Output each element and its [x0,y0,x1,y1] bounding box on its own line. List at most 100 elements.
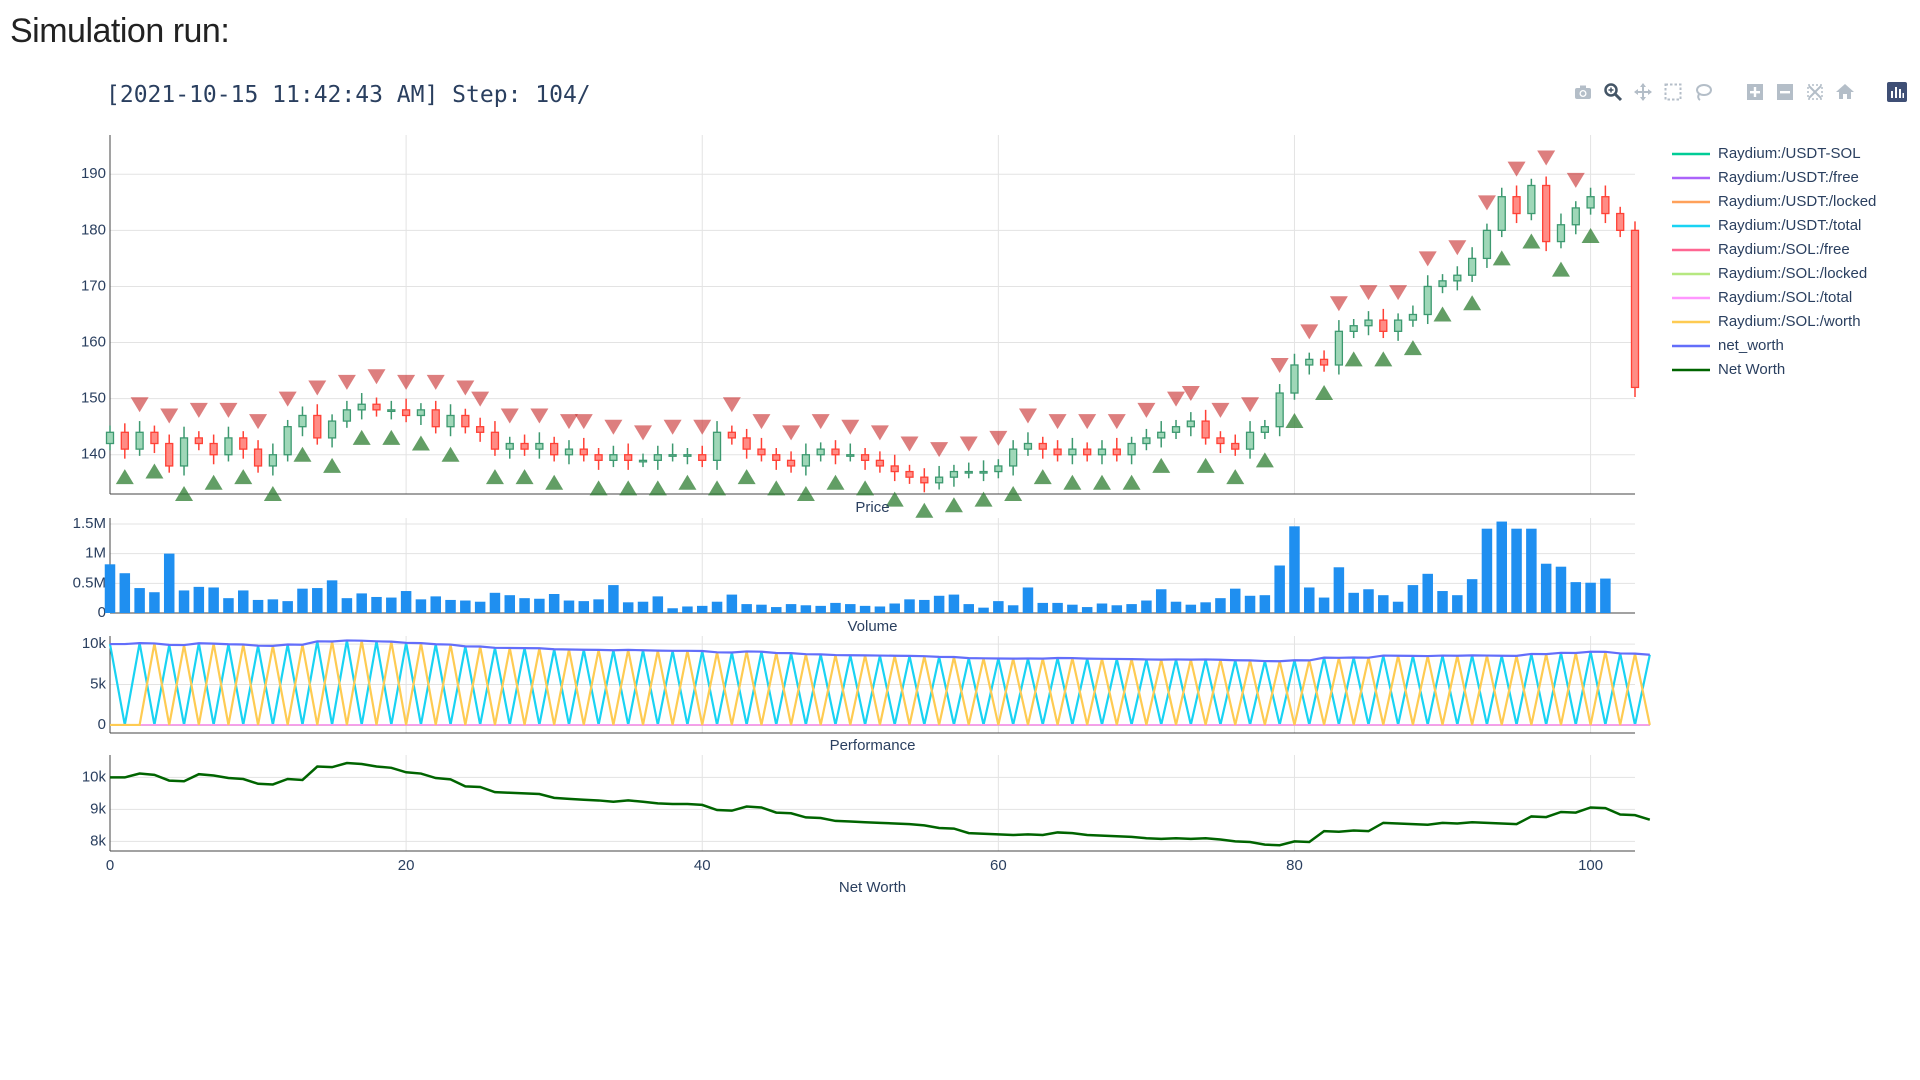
legend-item[interactable]: Raydium:/USDT:/total [1672,217,1861,234]
candle-body [253,448,263,467]
candle-body [1157,431,1166,439]
lasso-select-button[interactable] [1690,80,1716,104]
y-tick-label: 180 [81,221,106,238]
volume-bar [1363,589,1374,613]
volume-bar [1155,589,1167,613]
home-icon [1836,84,1854,99]
candle-body [1023,442,1033,450]
volume-bar [1452,595,1463,613]
sell-marker [1211,402,1230,418]
volume-bar [785,604,797,613]
legend-item[interactable]: Raydium:/USDT:/free [1672,169,1859,186]
zoom-out-button[interactable] [1772,80,1798,104]
legend-item[interactable]: Raydium:/SOL:/total [1672,289,1852,306]
volume-bar [445,599,456,613]
performance-subplot[interactable]: 0 5k 10k Performance [82,635,1651,754]
candle-body [1201,420,1210,439]
candle-body [920,476,929,484]
volume-bar [622,602,634,613]
candle-body [712,431,722,461]
buy-marker [1492,250,1511,266]
candle-body [653,454,662,461]
zoom-button[interactable] [1600,80,1626,104]
performance-line [108,640,1651,726]
volume-bar [297,588,308,613]
net-worth-subplot[interactable]: 8k 9k 10k 0 20 40 60 80 100 Net Worth [82,755,1651,896]
candle-body [224,437,233,456]
legend-item[interactable]: Net Worth [1672,361,1785,378]
candle-body [624,454,633,461]
volume-bar [1555,566,1567,613]
sell-marker [160,408,179,424]
sell-marker [337,374,356,390]
candle-body [772,454,781,461]
box-select-icon [1664,83,1682,101]
buy-marker [1403,340,1422,356]
volume-bar [430,596,441,613]
legend[interactable]: Raydium:/USDT-SOL Raydium:/USDT:/free Rayd… [1672,145,1876,378]
volume-bar [119,573,131,613]
sell-marker [397,374,416,390]
volume-bar [1378,595,1389,613]
legend-item[interactable]: net_worth [1672,337,1784,354]
camera-button[interactable] [1570,80,1596,104]
buy-marker [1285,413,1304,429]
x-tick-label: 20 [398,857,415,874]
y-axis: 0 0.5M 1M 1.5M [73,515,106,621]
sell-marker [1418,251,1437,267]
sell-marker [278,391,297,407]
sell-marker [367,369,386,385]
candle-body [1319,358,1329,366]
volume-bar [978,607,989,613]
plotly-logo-button[interactable] [1884,80,1910,104]
candle-body [194,437,203,445]
volume-bar [282,601,293,613]
legend-item[interactable]: Raydium:/SOL:/worth [1672,313,1861,330]
x-axis-title: Net Worth [839,879,906,896]
candle-body [520,442,529,450]
buy-marker [944,497,963,513]
x-axis: 0 20 40 60 80 100 [106,857,1603,874]
volume-bar [800,605,812,613]
legend-item[interactable]: Raydium:/USDT-SOL [1672,145,1861,162]
y-tick-label: 9k [90,800,106,817]
sell-marker [559,414,578,430]
volume-bar [1007,605,1019,613]
candle-body [609,454,618,461]
sell-marker [663,419,682,435]
legend-item[interactable]: Raydium:/SOL:/free [1672,241,1850,258]
volume-bar [1333,567,1345,613]
volume-bar [1200,602,1211,613]
volume-bar [1081,607,1093,613]
sell-marker [870,425,889,441]
legend-item[interactable]: Raydium:/USDT:/locked [1672,193,1876,210]
candle-body [979,470,988,474]
volume-bar [415,599,427,613]
candle-body [1497,196,1506,232]
price-subplot[interactable]: 140 150 160 170 180 190 Price [81,135,1640,518]
candle-body [209,442,218,456]
autoscale-button[interactable] [1802,80,1828,104]
y-tick-label: 10k [82,635,107,652]
reset-axes-button[interactable] [1832,80,1858,104]
candle-body [179,437,189,467]
volume-bar [519,598,530,613]
candle-body [638,459,648,463]
legend-item[interactable]: Raydium:/SOL:/locked [1672,265,1867,282]
candle-body [505,442,514,450]
sell-marker [1048,414,1067,430]
buy-marker [915,502,934,518]
box-select-button[interactable] [1660,80,1686,104]
candle-body [1260,426,1270,433]
pan-button[interactable] [1630,80,1656,104]
volume-bar [667,608,678,613]
volume-bar [489,592,501,613]
candle-body [757,448,766,456]
volume-subplot[interactable]: 0 0.5M 1M 1.5M Volume [73,515,1635,635]
sell-marker [1270,358,1289,374]
zoom-in-button[interactable] [1742,80,1768,104]
candle-body [475,426,485,433]
sell-marker [530,408,549,424]
volume-bar [682,606,693,613]
